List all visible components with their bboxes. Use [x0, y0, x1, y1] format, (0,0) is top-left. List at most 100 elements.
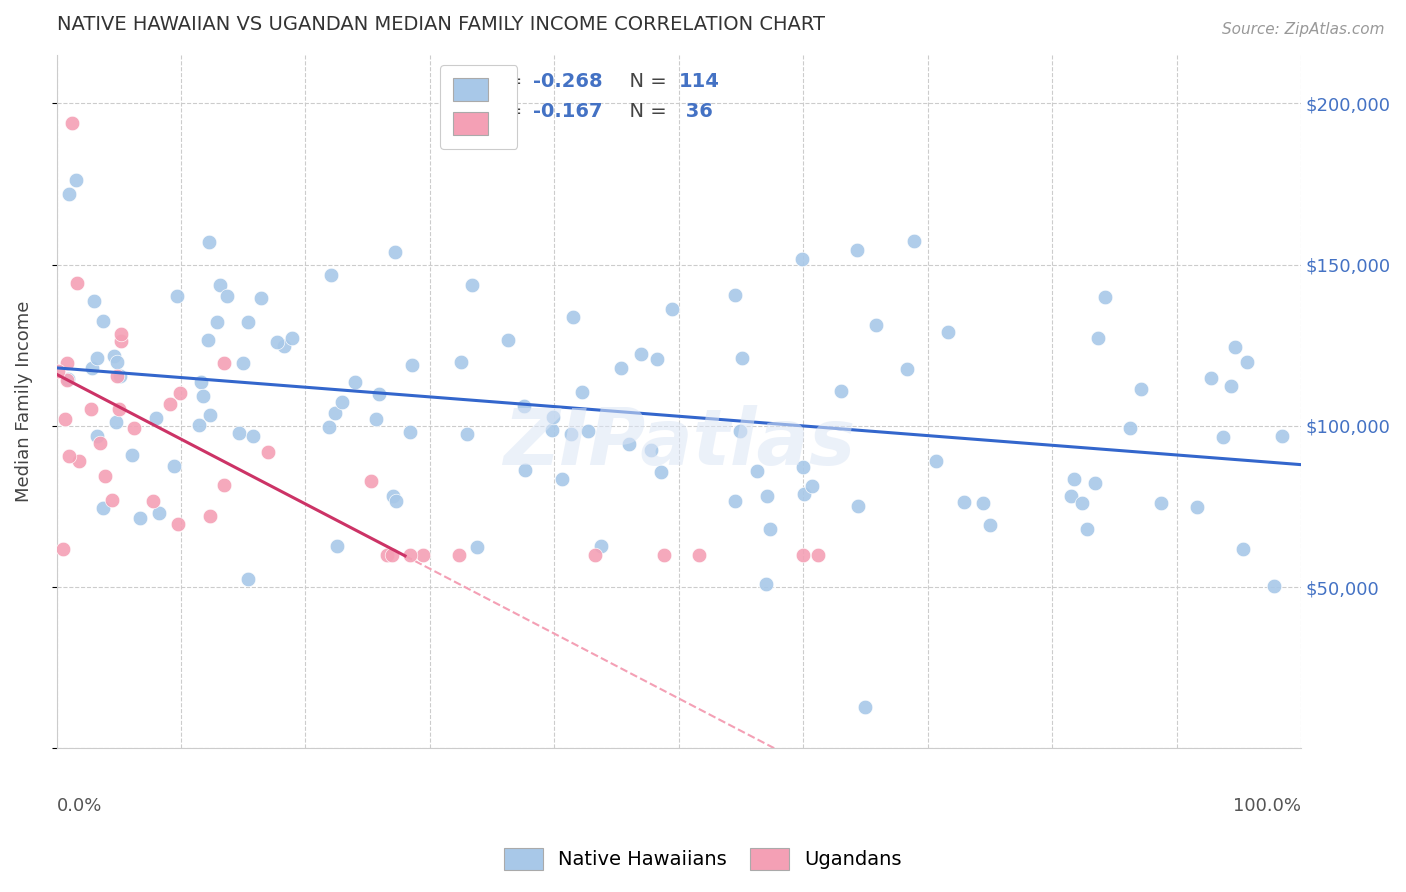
Point [169, 386, 191, 401]
Point [1063, 472, 1085, 486]
Point [384, 244, 406, 259]
Point [89, 435, 111, 450]
Point [936, 325, 959, 339]
Point [56, 373, 79, 387]
Point [56, 372, 79, 386]
Point [551, 472, 574, 486]
Point [80, 401, 103, 416]
Point [640, 443, 662, 458]
Point [91, 313, 114, 327]
Text: -0.268: -0.268 [533, 72, 603, 91]
Point [280, 331, 302, 345]
Point [103, 349, 125, 363]
Point [617, 437, 640, 451]
Point [191, 389, 214, 403]
Point [865, 318, 887, 332]
Point [450, 355, 472, 369]
Point [792, 459, 814, 474]
Text: Source: ZipAtlas.com: Source: ZipAtlas.com [1222, 22, 1385, 37]
Point [148, 506, 170, 520]
Point [650, 465, 672, 479]
Point [325, 540, 347, 554]
Point [94, 469, 117, 483]
Point [571, 385, 593, 400]
Point [460, 278, 482, 293]
Point [242, 429, 264, 443]
Point [1130, 383, 1153, 397]
Point [1263, 579, 1285, 593]
Point [52, 542, 75, 557]
Point [105, 355, 128, 369]
Point [100, 493, 122, 508]
Point [1236, 355, 1258, 369]
Point [198, 235, 221, 249]
Point [1232, 542, 1254, 557]
Point [1271, 429, 1294, 443]
Point [110, 327, 132, 342]
Point [60, 116, 83, 130]
Point [728, 424, 751, 438]
Point [207, 315, 229, 329]
Point [187, 417, 209, 432]
Point [83, 294, 105, 309]
Point [368, 387, 391, 401]
Point [688, 548, 710, 562]
Text: N =: N = [617, 72, 672, 91]
Point [855, 699, 877, 714]
Point [190, 375, 212, 389]
Point [583, 548, 606, 562]
Point [385, 494, 408, 508]
Point [903, 234, 925, 248]
Point [105, 415, 128, 429]
Point [231, 356, 253, 370]
Point [53, 412, 76, 426]
Point [107, 401, 129, 416]
Point [58, 449, 80, 463]
Point [238, 572, 260, 586]
Point [399, 425, 422, 439]
Point [208, 278, 231, 293]
Point [498, 334, 520, 348]
Point [845, 243, 868, 257]
Point [610, 360, 633, 375]
Point [645, 352, 668, 367]
Point [364, 412, 387, 426]
Point [236, 315, 259, 329]
Point [745, 464, 768, 478]
Point [319, 268, 342, 283]
Point [198, 408, 221, 422]
Point [1185, 500, 1208, 514]
Point [56, 356, 79, 370]
Point [108, 368, 131, 383]
Point [228, 426, 250, 441]
Point [360, 474, 382, 488]
Point [807, 548, 830, 562]
Point [121, 448, 143, 462]
Point [830, 384, 852, 398]
Point [65, 173, 87, 187]
Point [162, 458, 184, 473]
Point [159, 396, 181, 410]
Point [58, 187, 80, 202]
Point [447, 548, 470, 562]
Point [381, 489, 404, 503]
Point [793, 486, 815, 500]
Point [166, 289, 188, 303]
Point [972, 496, 994, 510]
Point [48, 364, 70, 378]
Point [412, 548, 434, 562]
Point [561, 310, 583, 324]
Point [401, 358, 423, 372]
Point [755, 576, 778, 591]
Text: 0.0%: 0.0% [56, 797, 103, 815]
Point [86, 351, 108, 365]
Point [560, 427, 582, 442]
Point [924, 454, 946, 468]
Text: 100.0%: 100.0% [1233, 797, 1301, 815]
Point [198, 509, 221, 524]
Point [107, 368, 129, 383]
Point [792, 548, 814, 562]
Point [80, 361, 103, 376]
Point [217, 289, 239, 303]
Point [846, 499, 869, 513]
